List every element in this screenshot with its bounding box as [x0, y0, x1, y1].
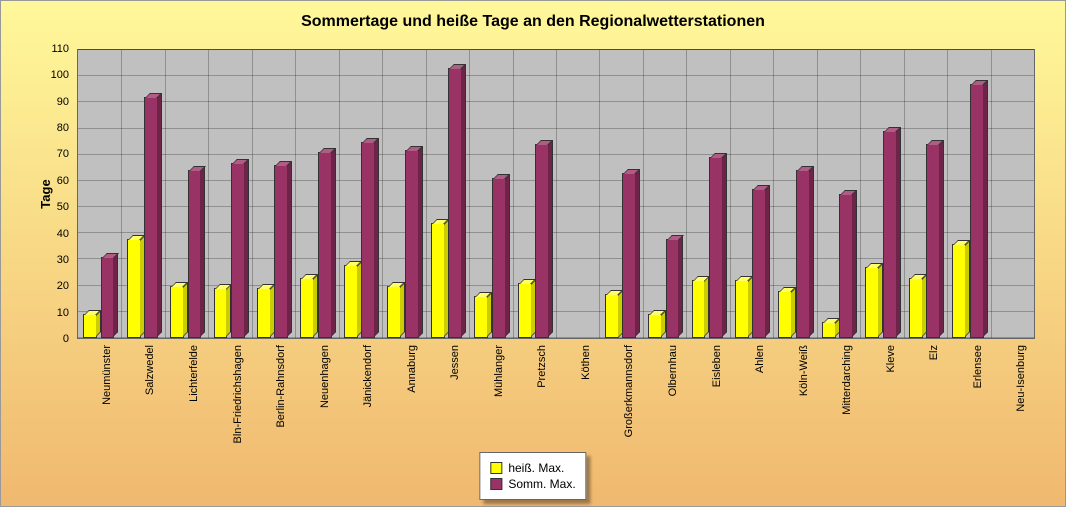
bar: [605, 294, 619, 339]
x-tick-label: Lichterfelde: [188, 345, 200, 402]
x-tick-label: Salzwedel: [144, 345, 156, 395]
legend-swatch-somm: [490, 478, 502, 490]
bar: [709, 157, 723, 338]
plot-area: [77, 49, 1035, 339]
bar: [361, 142, 375, 338]
y-tick-label: 70: [41, 148, 69, 160]
bar: [909, 278, 923, 338]
bar: [822, 322, 836, 338]
x-tick-label: Eisleben: [711, 345, 723, 387]
y-axis-ticks: 0102030405060708090100110: [43, 49, 73, 339]
legend-label-heiss: heiß. Max.: [508, 461, 564, 475]
y-tick-label: 90: [41, 96, 69, 108]
x-tick-label: Jessen: [449, 345, 461, 380]
x-tick-label: Ahlen: [754, 345, 766, 373]
legend-item-somm: Somm. Max.: [490, 477, 575, 491]
y-tick-label: 40: [41, 228, 69, 240]
bar: [188, 170, 202, 338]
bar: [344, 265, 358, 338]
bar: [865, 267, 879, 338]
bar: [883, 131, 897, 338]
y-tick-label: 60: [41, 175, 69, 187]
chart-title: Sommertage und heiße Tage an den Regiona…: [21, 13, 1045, 31]
legend-swatch-heiss: [490, 462, 502, 474]
x-tick-label: Elz: [928, 345, 940, 360]
bar: [518, 283, 532, 338]
y-tick-label: 80: [41, 122, 69, 134]
bar: [492, 178, 506, 338]
bar: [231, 163, 245, 338]
bar: [144, 97, 158, 338]
x-tick-label: Neuenhagen: [319, 345, 331, 408]
bar: [648, 314, 662, 338]
y-tick-label: 0: [41, 333, 69, 345]
y-tick-label: 10: [41, 307, 69, 319]
x-tick-label: Neu-Isenburg: [1015, 345, 1027, 412]
bar: [622, 173, 636, 338]
bar: [448, 68, 462, 338]
bar: [170, 286, 184, 338]
bar: [952, 244, 966, 338]
bar: [318, 152, 332, 338]
x-tick-label: Mitterdarching: [841, 345, 853, 415]
bar: [474, 296, 488, 338]
x-tick-label: Annaburg: [406, 345, 418, 393]
legend-label-somm: Somm. Max.: [508, 477, 575, 491]
y-tick-label: 20: [41, 280, 69, 292]
x-tick-label: Jänickendorf: [362, 345, 374, 407]
bar: [535, 144, 549, 338]
bar: [300, 278, 314, 338]
bar: [926, 144, 940, 338]
x-tick-label: Mühlanger: [493, 345, 505, 397]
bar: [431, 223, 445, 338]
y-tick-label: 50: [41, 201, 69, 213]
bar: [778, 291, 792, 338]
bar: [101, 257, 115, 338]
y-tick-label: 30: [41, 254, 69, 266]
chart-container: Sommertage und heiße Tage an den Regiona…: [0, 0, 1066, 507]
bar: [274, 165, 288, 338]
bar: [839, 194, 853, 338]
x-tick-label: Bln-Friedrichshagen: [232, 345, 244, 443]
x-tick-label: Neumünster: [101, 345, 113, 405]
x-tick-label: Olbernhau: [667, 345, 679, 396]
bar: [796, 170, 810, 338]
plot-wrapper: Tage 0102030405060708090100110 Neumünste…: [77, 49, 1035, 339]
x-tick-label: Köln-Weiß: [798, 345, 810, 396]
bar: [214, 288, 228, 338]
bar: [387, 286, 401, 338]
y-tick-label: 100: [41, 69, 69, 81]
x-tick-label: Großerkmannsdorf: [623, 345, 635, 437]
bar: [83, 314, 97, 338]
bars-layer: [78, 50, 1034, 338]
x-tick-label: Berlin-Rahnsdorf: [275, 345, 287, 428]
bar: [735, 280, 749, 338]
bar: [692, 280, 706, 338]
bar: [257, 288, 271, 338]
bar: [970, 84, 984, 338]
legend: heiß. Max. Somm. Max.: [479, 452, 586, 500]
bar: [405, 150, 419, 339]
bar: [666, 239, 680, 338]
y-tick-label: 110: [41, 43, 69, 55]
bar: [752, 189, 766, 338]
bar: [127, 239, 141, 338]
x-tick-label: Kleve: [885, 345, 897, 373]
x-tick-label: Köthen: [580, 345, 592, 380]
legend-item-heiss: heiß. Max.: [490, 461, 575, 475]
x-tick-label: Erlensee: [972, 345, 984, 388]
x-tick-label: Pretzsch: [536, 345, 548, 388]
